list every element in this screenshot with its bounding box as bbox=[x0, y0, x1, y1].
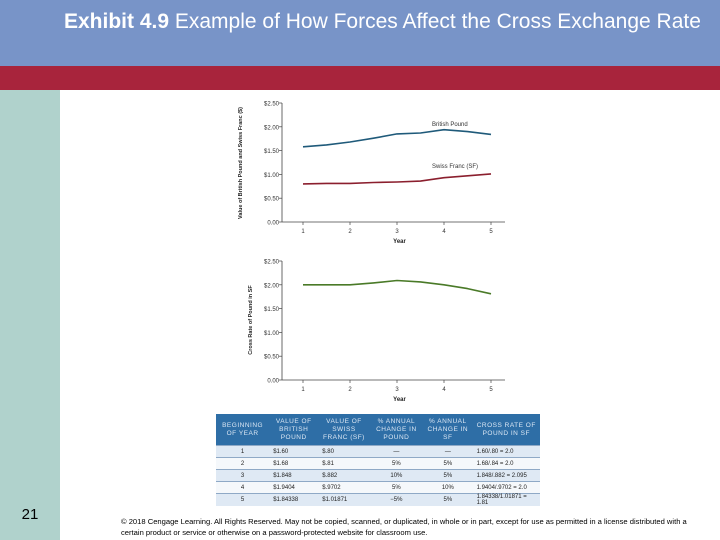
y-tick-label: 0.00 bbox=[267, 221, 279, 227]
y-axis-label: Cross Rate of Pound in SF bbox=[248, 285, 254, 355]
y-tick-label: $0.50 bbox=[264, 355, 280, 361]
header-cross-rate: CROSS RATE OF POUND IN SF bbox=[472, 414, 540, 446]
header-change-sf: % ANNUAL CHANGE IN SF bbox=[423, 414, 473, 446]
series-line bbox=[302, 128, 492, 148]
cell-cross-rate: 1.848/.882 = 2.095 bbox=[472, 469, 540, 482]
header-beginning-of-year: BEGINNING OF YEAR bbox=[216, 414, 270, 446]
y-tick-label: $1.00 bbox=[264, 331, 280, 337]
cell-pound: $1.68 bbox=[269, 457, 319, 470]
page-number: 21 bbox=[21, 506, 39, 523]
table-header-row: BEGINNING OF YEAR VALUE OF BRITISH POUND… bbox=[216, 414, 540, 446]
cell-year: 1 bbox=[216, 445, 270, 458]
y-tick-label: $0.50 bbox=[264, 197, 280, 203]
accent-bar bbox=[0, 66, 720, 90]
cell-sf-change: 10% bbox=[423, 481, 473, 494]
y-tick-label: $2.00 bbox=[264, 125, 280, 131]
y-tick-label: $1.50 bbox=[264, 307, 280, 313]
cell-cross-rate: 1.68/.84 = 2.0 bbox=[472, 457, 540, 470]
cell-year: 3 bbox=[216, 469, 270, 482]
cell-sf-change: 5% bbox=[423, 469, 473, 482]
y-tick-label: $2.50 bbox=[264, 260, 280, 266]
cell-cross-rate: 1.84338/1.01871 = 1.81 bbox=[472, 493, 540, 506]
cell-franc: $.80 bbox=[318, 445, 370, 458]
cell-franc: $1.01871 bbox=[318, 493, 370, 506]
y-axis-label: Value of British Pound and Swiss Franc (… bbox=[238, 107, 244, 219]
cell-pound-change: 5% bbox=[369, 481, 424, 494]
cell-pound-change: 5% bbox=[369, 457, 424, 470]
cell-sf-change: 5% bbox=[423, 457, 473, 470]
x-tick-label: 4 bbox=[442, 387, 446, 393]
cell-pound-change: −5% bbox=[369, 493, 424, 506]
cell-pound: $1.9404 bbox=[269, 481, 319, 494]
x-tick-label: 5 bbox=[489, 229, 493, 235]
x-tick-label: 2 bbox=[348, 387, 352, 393]
table-row: 5 $1.84338 $1.01871 −5% 5% 1.84338/1.018… bbox=[216, 493, 540, 506]
series-label: Swiss Franc (SF) bbox=[432, 164, 478, 170]
table-row: 3 $1.848 $.882 10% 5% 1.848/.882 = 2.095 bbox=[216, 469, 540, 482]
cell-cross-rate: 1.60/.80 = 2.0 bbox=[472, 445, 540, 458]
exchange-rate-table: BEGINNING OF YEAR VALUE OF BRITISH POUND… bbox=[216, 414, 540, 506]
y-tick-label: $1.50 bbox=[264, 149, 280, 155]
cell-year: 4 bbox=[216, 481, 270, 494]
y-tick-label: $1.00 bbox=[264, 173, 280, 179]
x-tick-label: 5 bbox=[489, 387, 493, 393]
y-tick-label: 0.00 bbox=[267, 379, 279, 385]
cell-pound: $1.60 bbox=[269, 445, 319, 458]
cell-franc: $.9702 bbox=[318, 481, 370, 494]
cell-franc: $.882 bbox=[318, 469, 370, 482]
table-row: 4 $1.9404 $.9702 5% 10% 1.9404/.9702 = 2… bbox=[216, 481, 540, 494]
header-change-pound: % ANNUAL CHANGE IN POUND bbox=[369, 414, 424, 446]
series-line bbox=[303, 279, 492, 295]
table-row: 1 $1.60 $.80 — — 1.60/.80 = 2.0 bbox=[216, 445, 540, 458]
cell-pound: $1.84338 bbox=[269, 493, 319, 506]
cell-year: 5 bbox=[216, 493, 270, 506]
cell-sf-change: 5% bbox=[423, 493, 473, 506]
x-tick-label: 1 bbox=[301, 387, 305, 393]
x-axis-label: Year bbox=[393, 239, 406, 245]
cell-year: 2 bbox=[216, 457, 270, 470]
title-bar bbox=[0, 0, 720, 66]
header-value-british-pound: VALUE OF BRITISH POUND bbox=[269, 414, 319, 446]
cell-pound-change: — bbox=[369, 445, 424, 458]
x-tick-label: 1 bbox=[301, 229, 305, 235]
table-row: 2 $1.68 $.81 5% 5% 1.68/.84 = 2.0 bbox=[216, 457, 540, 470]
side-bar bbox=[0, 90, 60, 540]
x-tick-label: 2 bbox=[348, 229, 352, 235]
title-text: Example of How Forces Affect the Cross E… bbox=[169, 10, 701, 33]
cell-pound-change: 10% bbox=[369, 469, 424, 482]
slide-title: Exhibit 4.9 Example of How Forces Affect… bbox=[64, 8, 704, 36]
cell-sf-change: — bbox=[423, 445, 473, 458]
copyright-footer: © 2018 Cengage Learning. All Rights Rese… bbox=[121, 517, 687, 537]
series-label: British Pound bbox=[432, 122, 468, 128]
series-line bbox=[302, 173, 492, 185]
cell-cross-rate: 1.9404/.9702 = 2.0 bbox=[472, 481, 540, 494]
cell-franc: $.81 bbox=[318, 457, 370, 470]
y-tick-label: $2.00 bbox=[264, 283, 280, 289]
exhibit-label: Exhibit 4.9 bbox=[64, 10, 170, 33]
x-axis-label: Year bbox=[393, 397, 406, 403]
x-tick-label: 4 bbox=[442, 229, 446, 235]
x-tick-label: 3 bbox=[395, 387, 399, 393]
cell-pound: $1.848 bbox=[269, 469, 319, 482]
y-tick-label: $2.50 bbox=[264, 102, 280, 108]
x-tick-label: 3 bbox=[395, 229, 399, 235]
header-value-swiss-franc: VALUE OF SWISS FRANC (SF) bbox=[318, 414, 370, 446]
